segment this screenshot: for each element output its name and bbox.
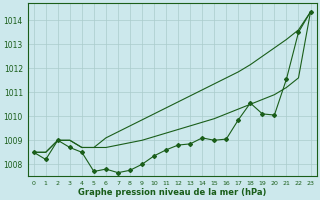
X-axis label: Graphe pression niveau de la mer (hPa): Graphe pression niveau de la mer (hPa) (78, 188, 266, 197)
